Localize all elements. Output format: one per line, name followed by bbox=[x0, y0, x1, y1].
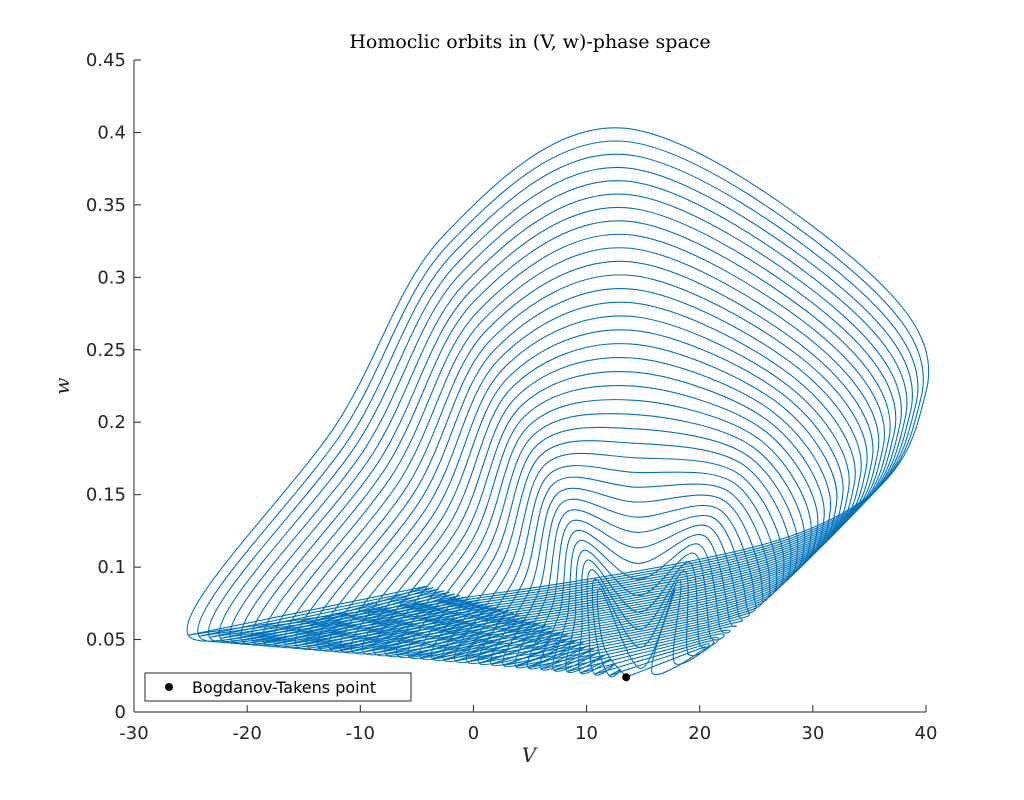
chart-title: Homoclic orbits in (V, w)-phase space bbox=[349, 31, 710, 53]
y-tick-label: 0.2 bbox=[97, 412, 126, 433]
orbit-line bbox=[407, 399, 812, 659]
x-tick-label: -30 bbox=[119, 723, 148, 744]
y-tick-label: 0.45 bbox=[86, 50, 126, 71]
orbit-line bbox=[454, 452, 785, 664]
legend-box bbox=[144, 672, 412, 702]
orbit-line bbox=[384, 370, 825, 658]
x-ticks: -30 -20 -10 0 10 20 30 40 bbox=[119, 705, 937, 744]
orbit-line bbox=[361, 343, 838, 656]
orbit-line bbox=[552, 539, 731, 672]
orbit-line bbox=[539, 529, 737, 671]
orbit-line bbox=[218, 167, 913, 644]
y-axis-label: w bbox=[50, 377, 74, 394]
orbit-line bbox=[229, 180, 908, 645]
orbit-line bbox=[395, 385, 819, 659]
orbit-line bbox=[186, 127, 930, 642]
orbit-line bbox=[305, 274, 868, 651]
y-tick-label: 0.3 bbox=[97, 267, 126, 288]
orbit-line bbox=[526, 519, 744, 670]
special-points bbox=[622, 673, 631, 682]
orbit-line bbox=[251, 206, 897, 647]
y-tick-label: 0.1 bbox=[97, 557, 126, 578]
orbit-line bbox=[294, 260, 874, 651]
orbit-line bbox=[283, 247, 880, 650]
y-tick-label: 0.35 bbox=[86, 195, 126, 216]
orbit-line bbox=[197, 140, 924, 643]
orbit-line bbox=[316, 288, 862, 652]
orbit-line bbox=[502, 498, 757, 668]
orbit-line bbox=[489, 487, 764, 667]
legend-label: Bogdanov-Takens point bbox=[192, 678, 376, 697]
x-tick-label: 0 bbox=[468, 723, 479, 744]
orbit-line bbox=[477, 476, 771, 666]
orbit-line bbox=[328, 301, 856, 653]
x-tick-label: 10 bbox=[575, 723, 598, 744]
y-tick-label: 0.25 bbox=[86, 340, 126, 361]
y-tick-label: 0 bbox=[115, 702, 126, 723]
x-axis-label: V bbox=[522, 743, 539, 767]
y-tick-label: 0.15 bbox=[86, 485, 126, 506]
bogdanov-takens-point bbox=[622, 673, 631, 682]
orbit-family bbox=[186, 127, 930, 682]
orbit-line bbox=[418, 413, 806, 660]
orbit-line bbox=[339, 315, 850, 654]
orbit-line bbox=[514, 509, 750, 669]
orbit-line bbox=[261, 220, 891, 648]
orbit-line bbox=[465, 464, 778, 665]
axes bbox=[133, 60, 926, 713]
x-tick-label: 40 bbox=[915, 723, 938, 744]
orbit-line bbox=[272, 233, 885, 649]
orbit-line bbox=[373, 357, 832, 657]
legend-marker bbox=[165, 683, 173, 691]
x-tick-label: -20 bbox=[232, 723, 261, 744]
x-tick-label: 30 bbox=[801, 723, 824, 744]
orbit-line bbox=[350, 329, 844, 655]
x-tick-label: 20 bbox=[688, 723, 711, 744]
y-tick-label: 0.4 bbox=[97, 122, 126, 143]
x-tick-label: -10 bbox=[346, 723, 375, 744]
orbit-line bbox=[430, 426, 799, 661]
orbit-line bbox=[442, 440, 792, 662]
orbit-line bbox=[207, 153, 919, 644]
y-tick-label: 0.05 bbox=[86, 630, 126, 651]
legend: Bogdanov-Takens point bbox=[144, 672, 412, 702]
orbit-line bbox=[240, 193, 902, 646]
y-ticks: 0 0.05 0.1 0.15 0.2 0.25 0.3 0.35 0.4 0.45 bbox=[86, 50, 141, 723]
